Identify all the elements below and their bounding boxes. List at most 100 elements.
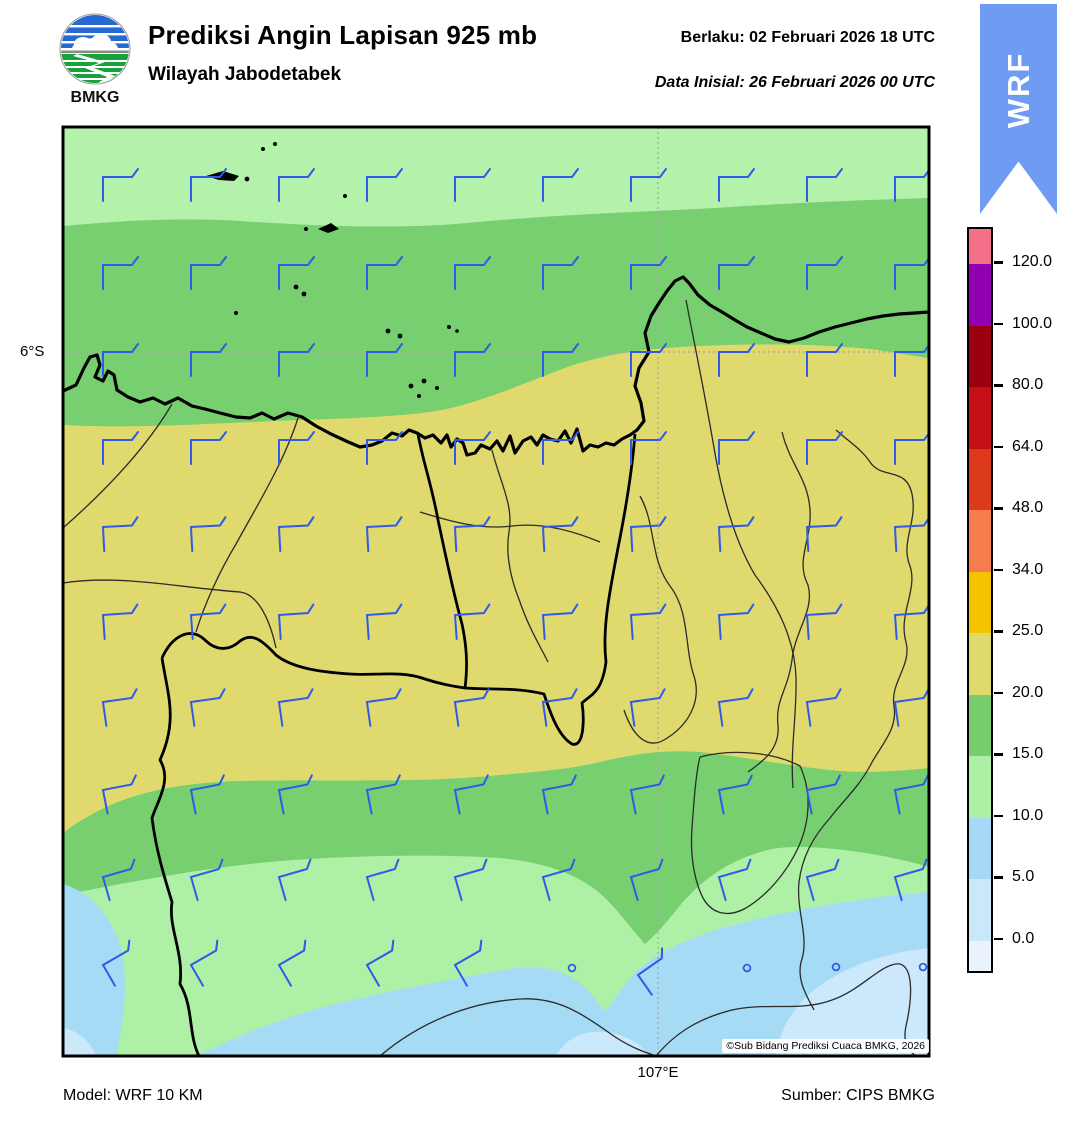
colorbar-tick xyxy=(994,753,1003,756)
wind-barb xyxy=(894,168,929,202)
wind-barb xyxy=(102,168,139,202)
wind-barb xyxy=(541,516,579,552)
wind-barb xyxy=(366,431,403,465)
wind-barb xyxy=(717,688,754,727)
wind-barb xyxy=(189,603,227,640)
province-boundaries xyxy=(150,433,637,1056)
wind-barb xyxy=(101,688,138,727)
wind-barb xyxy=(277,939,307,987)
colorbar-tick xyxy=(994,445,1003,448)
wind-barb xyxy=(101,603,139,640)
wrf-ribbon: WRF xyxy=(980,4,1057,214)
wind-barb xyxy=(102,256,139,290)
wind-barb xyxy=(806,343,843,377)
wind-barb xyxy=(277,516,315,552)
wind-barb xyxy=(542,343,579,377)
colorbar-tick xyxy=(994,814,1003,817)
wrf-ribbon-label: WRF xyxy=(1000,51,1036,129)
wind-barb xyxy=(101,939,131,987)
wind-barb xyxy=(278,256,315,290)
wind-barb xyxy=(189,939,219,987)
wind-barb xyxy=(453,939,483,987)
wind-barb xyxy=(805,858,840,902)
logo-text: BMKG xyxy=(71,89,120,105)
wind-barb xyxy=(453,858,488,902)
latitude-tick-label: 6°S xyxy=(20,343,45,360)
wind-barb xyxy=(453,603,491,640)
wind-barb xyxy=(365,516,403,552)
wind-barb xyxy=(629,858,664,902)
wind-barb xyxy=(189,688,226,727)
wind-barb xyxy=(630,431,667,465)
colorbar-tick-label: 48.0 xyxy=(1012,499,1044,516)
colorbar-segment xyxy=(969,756,991,818)
wind-barb xyxy=(541,688,578,727)
wind-barb xyxy=(102,343,139,377)
colorbar-tick xyxy=(994,691,1003,694)
colorbar-segment xyxy=(969,879,991,941)
source-label: Sumber: CIPS BMKG xyxy=(781,1087,935,1104)
wind-barb xyxy=(102,431,139,465)
colorbar-tick xyxy=(994,322,1003,325)
wind-barb xyxy=(190,256,227,290)
colorbar-tick-label: 25.0 xyxy=(1012,622,1044,639)
wind-barb xyxy=(365,939,395,987)
islands xyxy=(206,142,459,398)
colorbar-tick-label: 64.0 xyxy=(1012,437,1044,455)
coastline-path xyxy=(63,275,929,457)
wind-barb xyxy=(805,603,843,640)
district-boundaries xyxy=(63,299,917,1056)
wind-barb xyxy=(893,603,929,640)
wind-barb xyxy=(718,343,755,377)
colorbar-segment xyxy=(969,448,991,510)
wind-barb xyxy=(541,858,576,902)
wind-barb xyxy=(101,858,136,902)
colorbar-tick-label: 10.0 xyxy=(1012,806,1044,824)
forecast-map xyxy=(61,125,931,1058)
wind-barb xyxy=(630,343,667,377)
wind-barb xyxy=(101,774,137,815)
wind-barb xyxy=(542,168,579,202)
wind-barb xyxy=(636,947,664,996)
colorbar-tick xyxy=(994,630,1003,633)
colorbar-segment xyxy=(969,325,991,387)
wind-barb xyxy=(454,168,491,202)
wind-barb xyxy=(630,168,667,202)
logo-horizon xyxy=(61,50,129,54)
colorbar-tick-label: 34.0 xyxy=(1012,560,1044,578)
colorbar-segment xyxy=(969,510,991,572)
colorbar-segment xyxy=(969,694,991,756)
wind-barb xyxy=(366,343,403,377)
wind-barb xyxy=(541,603,579,640)
wind-barb xyxy=(277,858,312,902)
wind-barb xyxy=(894,343,929,377)
wind-region-5-10-south xyxy=(196,892,929,1056)
wind-barb xyxy=(894,256,929,290)
colorbar-tick xyxy=(994,568,1003,571)
colorbar-tick-label: 100.0 xyxy=(1012,314,1053,332)
wind-barb xyxy=(365,774,401,815)
colorbar-segment xyxy=(969,229,991,264)
colorbar-segment xyxy=(969,940,991,971)
wind-barb xyxy=(806,168,843,202)
wind-barb xyxy=(542,431,579,465)
wind-barb xyxy=(629,774,665,815)
wind-barb xyxy=(717,516,755,552)
wind-barb xyxy=(893,858,928,902)
wind-barb xyxy=(278,343,315,377)
wind-barb xyxy=(894,431,929,465)
colorbar-segment xyxy=(969,387,991,449)
colorbar-segment xyxy=(969,817,991,879)
wind-barb xyxy=(454,256,491,290)
wind-barb xyxy=(629,516,667,552)
wind-barb-layer xyxy=(101,168,929,996)
wind-barb xyxy=(454,431,491,465)
wind-barb xyxy=(365,858,400,902)
wind-barb xyxy=(453,688,490,727)
wind-barb xyxy=(277,688,314,727)
wind-barb xyxy=(717,858,752,902)
colorbar-segment xyxy=(969,571,991,633)
wind-barb xyxy=(806,431,843,465)
wind-barb xyxy=(190,343,227,377)
